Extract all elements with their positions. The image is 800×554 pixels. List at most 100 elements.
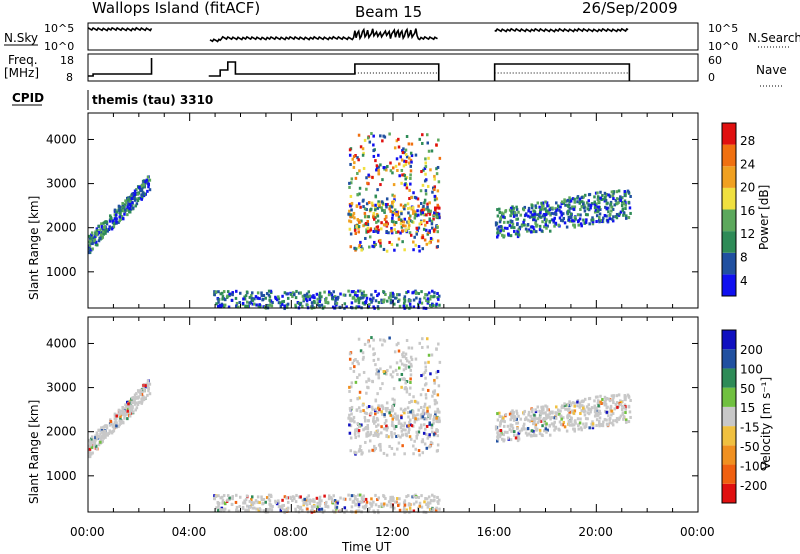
velocity-cell	[569, 416, 573, 420]
velocity-cell	[404, 381, 407, 385]
velocity-cell	[349, 398, 353, 402]
power-cell	[530, 230, 533, 234]
power-cell	[374, 289, 377, 293]
velocity-cell	[417, 495, 420, 499]
power-cell	[141, 185, 144, 189]
velocity-cell	[350, 405, 354, 409]
velocity-cell	[513, 430, 516, 434]
velocity-cell	[573, 419, 577, 423]
velocity-cell	[515, 417, 518, 421]
power-cell	[553, 216, 556, 220]
power-cell	[400, 168, 404, 172]
velocity-cell	[409, 437, 413, 441]
power-cell	[388, 240, 391, 244]
velocity-cell	[580, 409, 584, 413]
velocity-cell	[356, 375, 359, 379]
power-cell	[136, 192, 139, 196]
velocity-cell	[426, 436, 430, 440]
velocity-cell	[122, 421, 125, 425]
power-cell	[407, 161, 411, 165]
power-cell	[318, 291, 322, 295]
power-cell	[355, 204, 359, 208]
velocity-cell	[422, 408, 425, 412]
velocity-cell	[532, 421, 536, 425]
power-cell	[427, 149, 431, 153]
freq-panel: Freq. [MHz] 18 8 60 0 Nave	[4, 53, 787, 87]
power-cell	[318, 296, 321, 300]
velocity-cell	[424, 376, 427, 380]
power-cell	[377, 200, 380, 204]
power-cell	[413, 210, 417, 214]
power-cell	[496, 229, 500, 233]
velocity-cell	[140, 400, 144, 404]
power-cell	[437, 212, 441, 216]
power-cell	[548, 220, 551, 224]
velocity-cell	[516, 439, 520, 443]
power-cell	[613, 203, 617, 207]
power-cell	[427, 210, 430, 214]
power-cell	[386, 202, 389, 206]
velocity-cell	[291, 495, 295, 499]
velocity-cell	[399, 422, 403, 426]
power-cell	[389, 291, 392, 295]
velocity-cell	[89, 452, 93, 456]
velocity-cell	[352, 494, 355, 498]
velocity-cell	[402, 368, 406, 372]
power-cell	[403, 207, 406, 211]
power-cell	[94, 232, 97, 236]
power-cell	[283, 291, 287, 295]
power-cell	[567, 209, 570, 213]
power-cell	[534, 219, 538, 223]
power-cell	[369, 208, 372, 212]
power-cell	[404, 163, 408, 167]
velocity-cell	[585, 405, 589, 409]
velocity-cell	[385, 427, 388, 431]
power-cell	[320, 295, 323, 299]
velocity-cell	[576, 424, 580, 428]
velocity-cell	[129, 408, 132, 412]
power-cell	[416, 209, 419, 213]
power-cell	[499, 217, 502, 221]
power-cell	[593, 202, 596, 206]
velocity-cell	[357, 406, 361, 410]
velocity-cell	[608, 399, 612, 403]
power-cell	[499, 229, 502, 233]
velocity-cell	[268, 507, 272, 511]
velocity-cell	[581, 406, 585, 410]
power-cell	[213, 293, 216, 297]
power-cell	[357, 158, 360, 162]
power-cell	[139, 189, 142, 193]
nsky-label: N.Sky	[4, 31, 38, 45]
velocity-cell	[403, 378, 407, 382]
velocity-cell	[118, 423, 121, 427]
velocity-cell	[222, 494, 226, 498]
power-cell	[356, 296, 360, 300]
velocity-cell	[354, 495, 357, 499]
velocity-cell	[88, 438, 91, 442]
colorbar-tick-label: -50	[740, 440, 760, 454]
power-cell	[376, 214, 380, 218]
velocity-cell	[128, 414, 132, 418]
velocity-cell	[519, 417, 523, 421]
power-cell	[285, 292, 288, 296]
velocity-cell	[588, 426, 591, 430]
velocity-cell	[365, 434, 368, 438]
power-cell	[94, 230, 97, 234]
power-cell	[357, 230, 360, 234]
velocity-cell	[410, 411, 414, 415]
velocity-cell	[237, 509, 240, 513]
power-cell	[421, 133, 424, 137]
power-cell	[494, 223, 498, 227]
power-cell	[222, 290, 226, 294]
velocity-cell	[597, 404, 600, 408]
velocity-cell	[421, 440, 425, 444]
velocity-cell	[382, 370, 386, 374]
power-cell	[364, 222, 368, 226]
power-cell	[590, 202, 594, 206]
velocity-cell	[369, 412, 372, 416]
power-cell	[367, 215, 370, 219]
velocity-cell	[503, 430, 507, 434]
power-cell	[538, 205, 541, 209]
velocity-cell	[553, 416, 557, 420]
power-cell	[125, 208, 128, 212]
